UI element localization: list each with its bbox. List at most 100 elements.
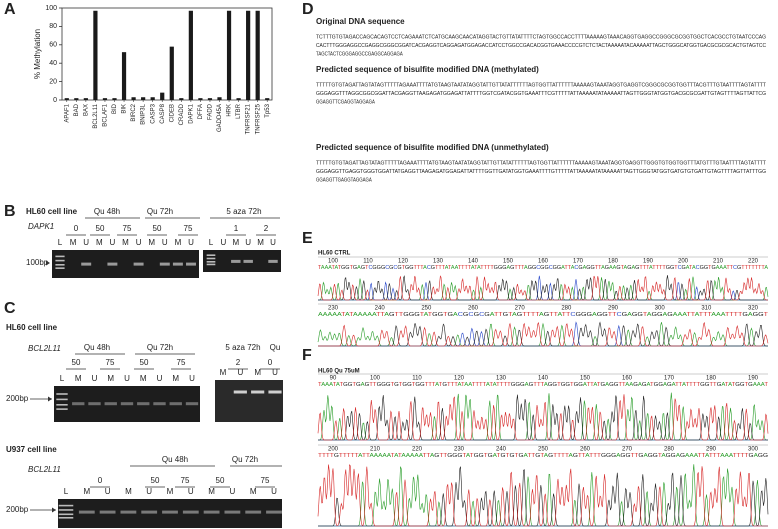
base-position: 230 [454,447,465,453]
bar [150,97,155,100]
lane-label: M [125,487,132,496]
panel-letter: B [4,203,16,220]
lane-label: M [83,487,90,496]
band [186,262,196,266]
ladder-band [58,504,74,507]
band [159,262,170,266]
marker-arrowhead [48,396,52,402]
lane-label: U [189,374,195,383]
base-position: 230 [328,306,339,312]
base-position: 280 [561,306,572,312]
lane-label: U [83,238,89,247]
base-position: 250 [421,306,432,312]
band [203,510,220,514]
group-label: Qu 72h [147,343,173,352]
dna-sequence: TTTTTGTGTAGATTAGTATAGTTTTTAGAAATTTTATGTA… [316,82,767,88]
x-tick-label: BCLAF1 [103,103,109,126]
group-label: Qu 48h [94,207,120,216]
cell-line: U937 cell line [6,445,57,454]
lane-label: U [124,374,130,383]
ladder-band [206,263,216,266]
base-position: 110 [412,376,422,382]
lane-label: U [136,238,142,247]
dna-sequence: GGGAGGTTTAGGCGGCGGATTACGAGGTTAAGAGATGGAG… [316,91,766,97]
base-position: 140 [538,376,549,382]
size-marker: 200bp [6,394,29,403]
base-position: 150 [580,376,591,382]
ladder-band [55,267,65,269]
lane-label: U [245,238,251,247]
lane-label: M [122,238,129,247]
panel-letter: D [302,1,314,18]
dose-label: 50 [72,358,81,367]
trace [317,275,768,301]
panel-letter: A [4,1,16,18]
base-position: 200 [328,447,339,453]
band [243,259,253,263]
base-calls: AAAAATATAAAAATTAG TTG G G TATG G TG AC G C G C G ATTG… [318,312,768,318]
y-tick-label: 0 [53,97,57,104]
dose-label: 0 [74,224,79,233]
base-position: 290 [608,306,619,312]
y-tick-label: 100 [45,5,57,12]
base-position: 270 [622,447,633,453]
band [99,510,116,514]
lane-label: M [96,238,103,247]
lane-label: U [146,487,152,496]
band [224,510,241,514]
section-heading: Predicted sequence of bisulfite modified… [316,65,539,74]
lane-label: U [221,238,227,247]
gene-name: DAPK1 [28,222,54,231]
band [162,510,178,514]
base-position: 320 [748,306,759,312]
ladder-band [55,259,65,262]
lane-label: U [105,487,111,496]
x-tick-label: FADD [208,103,214,120]
lane-label: M [70,238,77,247]
base-position: 160 [538,259,549,265]
band [72,402,85,406]
dna-sequence: TTTTTGTGTAGATTAGTATAGTTTTTAGAAATTTTATGTA… [316,160,767,166]
band [231,259,241,263]
base-position: 300 [655,306,666,312]
dna-sequence: GGAGGTTCGAGGTAGGAGA [316,99,375,105]
band [182,510,199,514]
band [133,262,144,266]
base-position: 140 [468,259,479,265]
band [107,262,118,266]
dose-label: 50 [140,358,149,367]
group-label: Qu 48h [162,455,188,464]
dna-sequence: TAGCTACTCGGGAGGCCGAGGCAGGAGA [316,51,403,57]
dose-label: 75 [177,358,186,367]
lane-label: U [237,368,243,377]
x-tick-label: BIRC2 [131,103,137,121]
base-position: 240 [496,447,507,453]
dose-label: 1 [234,224,239,233]
base-calls: TAAATATGGTGAGTCGGGCGCGTGGTTTACGTTTATAATT… [318,265,769,271]
bar [198,98,203,100]
base-position: 180 [608,259,619,265]
base-position: 110 [363,259,373,265]
lane-label: M [107,374,114,383]
trace [317,394,769,441]
lane-label: M [172,374,179,383]
trace [317,464,768,527]
lane-label: M [250,487,257,496]
band [153,402,166,406]
section-heading: Predicted sequence of bisulfite modified… [316,143,549,152]
x-tick-label: DAPK1 [188,103,194,123]
base-position: 310 [701,306,712,312]
base-position: 200 [678,259,689,265]
band [81,262,92,266]
dose-label: 75 [261,476,270,485]
gel [215,380,283,422]
lane-label: L [58,238,63,247]
y-axis-label: % Methylation [33,29,42,79]
base-position: 240 [375,306,386,312]
bar [74,98,79,100]
lane-label: M [208,487,215,496]
ladder-band [206,254,216,256]
band [172,262,183,266]
ladder-band [58,513,74,516]
